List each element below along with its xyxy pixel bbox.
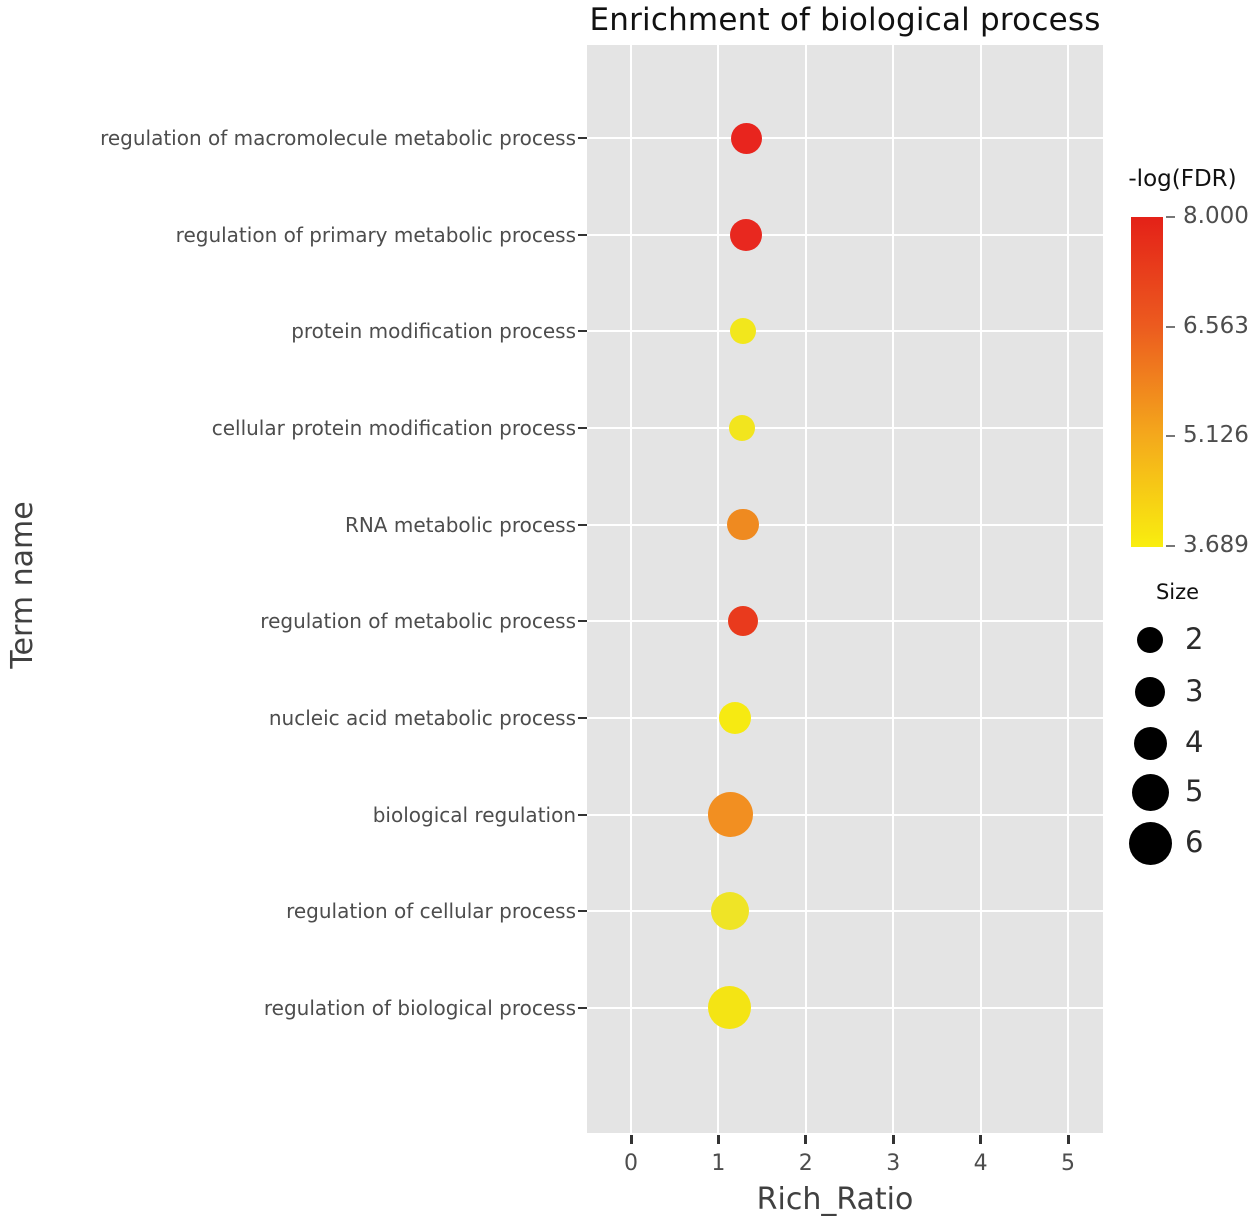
y-axis-label: nucleic acid metabolic process — [268, 705, 576, 730]
data-point-bubble — [730, 218, 763, 251]
colorbar-title: -log(FDR) — [1128, 166, 1237, 192]
y-tick-mark — [578, 426, 587, 429]
chart-title: Enrichment of biological process — [589, 2, 1101, 38]
y-tick-mark — [578, 813, 587, 816]
x-tick-label: 5 — [1061, 1151, 1075, 1176]
data-point-bubble — [728, 414, 755, 441]
y-tick-mark — [578, 233, 587, 236]
y-tick-mark — [578, 910, 587, 913]
y-gridline — [587, 620, 1103, 623]
size-legend-label: 6 — [1185, 825, 1204, 859]
y-gridline — [587, 716, 1103, 719]
data-point-bubble — [708, 792, 754, 838]
data-point-bubble — [719, 701, 751, 734]
colorbar-tick-label: 8.000 — [1183, 203, 1249, 229]
data-point-bubble — [729, 318, 756, 345]
size-legend-label: 2 — [1185, 622, 1204, 656]
colorbar-tick-mark — [1166, 435, 1175, 438]
data-point-bubble — [710, 892, 749, 931]
y-gridline — [587, 813, 1103, 816]
x-gridline — [979, 45, 982, 1133]
size-legend-dot — [1131, 773, 1169, 811]
x-tick-label: 1 — [711, 1151, 726, 1176]
x-tick-mark — [979, 1135, 983, 1144]
colorbar-tick-label: 5.126 — [1183, 422, 1249, 449]
data-point-bubble — [708, 986, 752, 1030]
data-point-bubble — [730, 122, 762, 154]
y-axis-label: biological regulation — [372, 802, 576, 827]
y-gridline — [587, 426, 1103, 429]
y-axis-label: regulation of cellular process — [286, 899, 576, 924]
x-gridline — [892, 45, 895, 1133]
y-gridline — [587, 1006, 1103, 1009]
plot-panel — [587, 45, 1103, 1133]
x-tick-mark — [629, 1135, 633, 1144]
x-tick-mark — [804, 1135, 808, 1144]
size-legend-dot — [1137, 627, 1163, 653]
x-gridline — [630, 45, 632, 1133]
size-legend-label: 5 — [1185, 774, 1204, 808]
size-legend-label: 4 — [1185, 725, 1204, 759]
y-axis-label: RNA metabolic process — [344, 512, 576, 537]
y-tick-mark — [578, 716, 587, 719]
colorbar-tick-label: 3.689 — [1183, 532, 1249, 558]
x-tick-mark — [1066, 1135, 1070, 1144]
y-axis-label: regulation of metabolic process — [260, 609, 576, 634]
y-axis-label: protein modification process — [291, 319, 576, 344]
x-axis-title: Rich_Ratio — [756, 1182, 914, 1217]
y-tick-mark — [578, 137, 587, 139]
y-axis-label: regulation of biological process — [263, 995, 576, 1020]
y-gridline — [587, 330, 1103, 333]
y-axis-title: Term name — [5, 501, 40, 669]
y-tick-mark — [578, 620, 587, 623]
y-axis-label: cellular protein modification process — [211, 415, 576, 440]
colorbar — [1131, 217, 1163, 547]
x-tick-label: 3 — [886, 1151, 901, 1176]
x-tick-label: 2 — [798, 1151, 813, 1176]
size-legend-title: Size — [1155, 580, 1200, 604]
colorbar-tick-mark — [1166, 545, 1175, 547]
size-legend-dot — [1135, 677, 1165, 707]
x-tick-label: 0 — [624, 1151, 638, 1176]
y-gridline — [587, 523, 1103, 526]
y-axis-label: regulation of primary metabolic process — [175, 222, 576, 247]
size-legend-label: 3 — [1185, 674, 1204, 708]
y-axis-label: regulation of macromolecule metabolic pr… — [100, 126, 576, 150]
y-tick-mark — [578, 330, 587, 333]
y-gridline — [587, 137, 1103, 139]
colorbar-tick-mark — [1166, 216, 1175, 218]
y-gridline — [587, 233, 1103, 236]
colorbar-tick-mark — [1166, 325, 1175, 328]
x-gridline — [717, 45, 720, 1133]
data-point-bubble — [727, 606, 758, 637]
x-tick-mark — [716, 1135, 720, 1144]
y-tick-mark — [578, 1006, 587, 1009]
size-legend-dot — [1133, 726, 1167, 760]
x-tick-mark — [891, 1135, 895, 1144]
x-gridline — [1067, 45, 1069, 1133]
x-gridline — [804, 45, 807, 1133]
x-tick-label: 4 — [973, 1151, 988, 1176]
y-tick-mark — [578, 523, 587, 526]
colorbar-tick-label: 6.563 — [1183, 312, 1249, 339]
data-point-bubble — [727, 508, 759, 541]
size-legend-dot — [1128, 821, 1172, 865]
y-gridline — [587, 910, 1103, 913]
